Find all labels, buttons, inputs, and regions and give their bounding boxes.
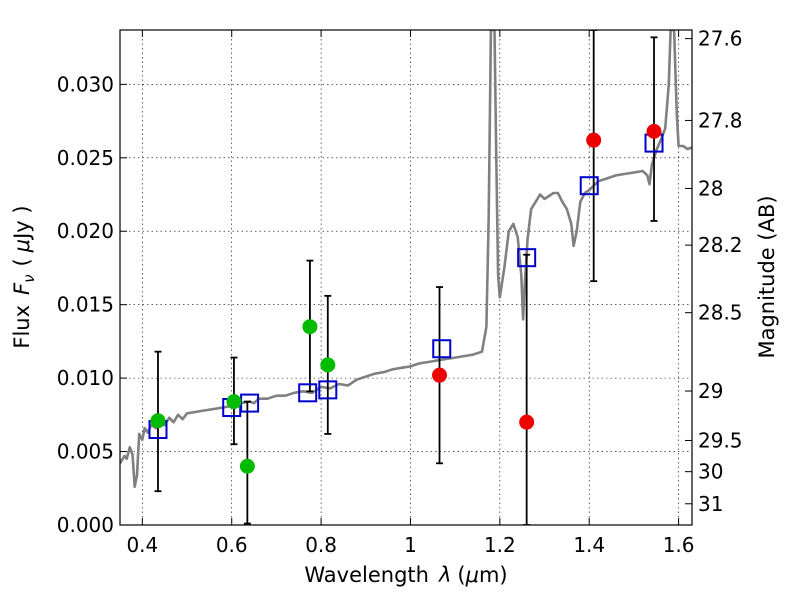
- red-data-point: [519, 414, 535, 430]
- green-data-point: [239, 458, 255, 474]
- y-tick-label: 0.010: [57, 366, 114, 390]
- x-tick-label: 1.6: [663, 533, 695, 557]
- mag-tick-label: 29.5: [698, 428, 743, 452]
- grid-lines: [120, 30, 692, 526]
- x-tick-label: 1: [404, 533, 417, 557]
- y-tick-label: 0.025: [57, 146, 114, 170]
- mag-tick-label: 28.5: [698, 301, 743, 325]
- y-tick-label: 0.015: [57, 293, 114, 317]
- template-spectrum-line: [120, 30, 692, 489]
- mag-tick-label: 31: [698, 492, 723, 516]
- green-data-point: [302, 319, 318, 335]
- y2-axis-label: Magnitude (AB): [755, 195, 779, 358]
- green-data-point: [320, 357, 336, 373]
- y-tick-label: 0.030: [57, 72, 114, 96]
- y-tick-label: 0.005: [57, 440, 114, 464]
- green-data-point: [150, 413, 166, 429]
- mag-tick-label: 30: [698, 460, 723, 484]
- x-tick-label: 0.4: [126, 533, 158, 557]
- red-data-point: [432, 367, 448, 383]
- model-square-marker: [579, 176, 599, 196]
- mag-tick-label: 28.2: [698, 233, 743, 257]
- model-square-marker: [318, 380, 338, 400]
- x-tick-label: 1.4: [573, 533, 605, 557]
- model-square-marker: [298, 383, 318, 403]
- x-tick-label: 0.6: [216, 533, 248, 557]
- model-square-marker: [517, 248, 537, 268]
- mag-tick-label: 29: [698, 379, 723, 403]
- y-tick-label: 0.020: [57, 219, 114, 243]
- mag-tick-label: 28: [698, 177, 723, 201]
- plot-frame: [119, 29, 693, 526]
- green-data-point: [226, 394, 242, 410]
- mag-tick-label: 27.8: [698, 108, 743, 132]
- model-square-marker: [432, 339, 452, 359]
- red-data-point: [646, 123, 662, 139]
- plot-area: [120, 30, 692, 525]
- y-axis-label: FluxFν(μJy ): [10, 205, 38, 348]
- y-tick-label: 0.000: [57, 513, 114, 537]
- x-tick-label: 0.8: [305, 533, 337, 557]
- mag-tick-label: 27.6: [698, 27, 743, 51]
- axis-ticks: 0.4 0.6 0.8 1 1.2 1.4 1.6 0.000 0.005 0.010 0.015 0…: [57, 27, 743, 557]
- x-tick-label: 1.2: [484, 533, 516, 557]
- x-axis-label: Wavelength λ (μm): [304, 563, 507, 587]
- red-data-point: [586, 132, 602, 148]
